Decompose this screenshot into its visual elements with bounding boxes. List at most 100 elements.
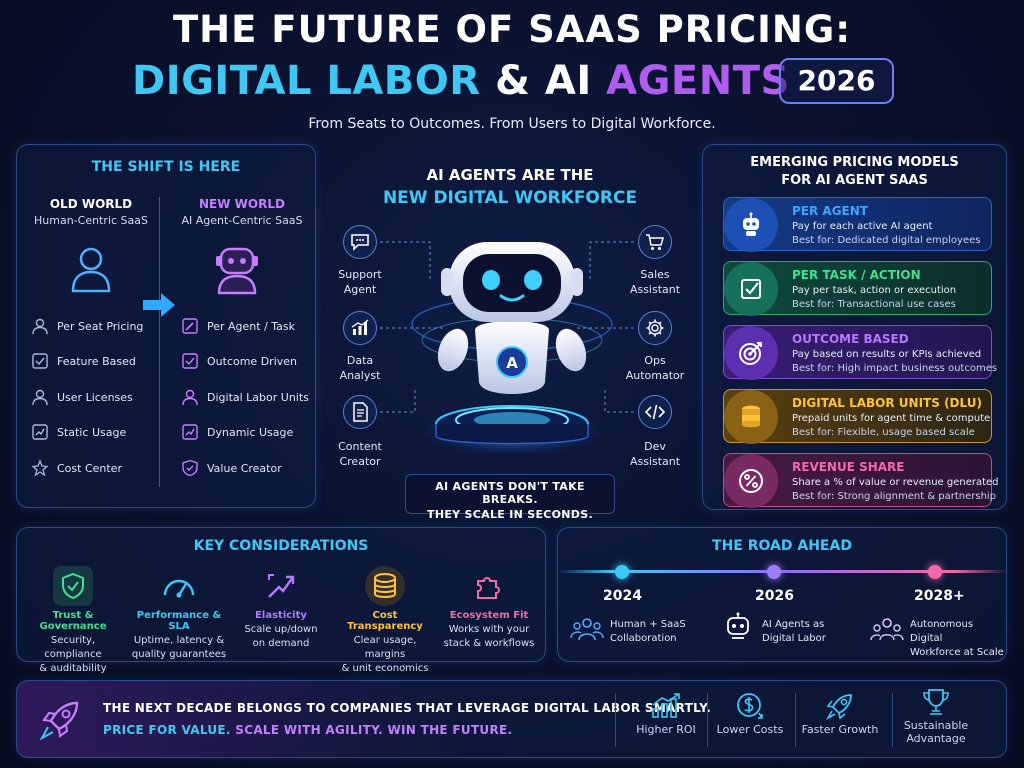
gear-icon [646,319,664,337]
sales-assistant-icon-wrap [638,225,672,259]
road-ahead-panel: THE ROAD AHEAD 2024 2026 2028+ Human + S… [557,527,1008,662]
model-card-per-agent: PER AGENT Pay for each active AI agent B… [723,197,992,252]
team-icon [570,618,604,641]
milestone-label: Autonomous Digital Workforce at Scale [910,619,1004,658]
growth-chart-icon [652,693,680,718]
page-title: THE FUTURE OF SAAS PRICING: [172,8,852,51]
code-icon [645,404,665,420]
title-agents: AGENTS [606,58,790,104]
old-world-subtitle: Human-Centric SaaS [34,214,148,227]
old-world-item: Feature Based [31,351,136,371]
cart-icon [646,234,664,250]
new-world-item: Digital Labor Units [181,387,309,407]
model-card-dlu: DIGITAL LABOR UNITS (DLU) Prepaid units … [723,389,992,444]
scale-arrows-icon [268,574,295,598]
consideration-item: Elasticity Scale up/down on demand [229,566,333,651]
benefit-item: Sustainable Advantage [893,685,979,745]
document-icon [353,402,368,422]
models-heading-line1: EMERGING PRICING MODELS [750,155,959,170]
model-icon-wrap [724,326,778,380]
agent-label-ops: Ops Automator [625,354,685,382]
new-world-item: Outcome Driven [181,351,297,371]
milestone-year: 2028+ [914,588,965,604]
benefit-divider [795,693,796,747]
model-icon-wrap [724,454,778,508]
dollar-down-icon [737,693,763,719]
ops-automator-icon-wrap [638,311,672,345]
tagline-box: AI AGENTS DON'T TAKE BREAKS. THEY SCALE … [405,474,615,521]
title-ampersand: & [495,58,531,104]
consideration-item: Cost Transparency Clear usage, margins & … [333,566,437,676]
model-card-outcome: OUTCOME BASED Pay based on results or KP… [723,325,997,380]
model-icon-wrap [724,198,778,252]
page-subtitle: From Seats to Outcomes. From Users to Di… [308,116,716,132]
support-agent-icon-wrap [343,225,377,259]
timeline-dot-2024 [615,565,629,579]
robot-icon [216,247,258,295]
timeline-line [558,570,1008,573]
dev-assistant-icon-wrap [638,395,672,429]
benefit-item: Lower Costs [707,689,793,736]
network-icon [870,618,904,641]
road-heading: THE ROAD AHEAD [712,538,852,554]
footer-statement: THE NEXT DECADE BELONGS TO COMPANIES THA… [103,701,712,715]
person-icon [32,389,48,406]
old-world-item: Per Seat Pricing [31,316,143,336]
tagline-line2: THEY SCALE IN SECONDS. [427,508,593,521]
timeline-dot-2026 [767,565,781,579]
robot-chest-badge: A [506,354,518,372]
considerations-heading: KEY CONSIDERATIONS [193,538,369,554]
rocket-icon [825,694,852,721]
benefit-item: Faster Growth [797,689,883,736]
benefit-divider [892,693,893,747]
bar-chart-icon [351,319,369,335]
old-world-title: OLD WORLD [49,197,133,211]
shift-panel: THE SHIFT IS HERE OLD WORLD Human-Centri… [16,144,316,508]
agent-label-content: Content Creator [338,440,382,468]
benefit-divider [615,693,616,747]
coins-icon [374,573,396,598]
milestone-year: 2024 [603,588,642,604]
star-icon [31,459,49,477]
new-world-subtitle: AI Agent-Centric SaaS [181,214,303,227]
model-icon-wrap [724,390,778,444]
rocket-icon [39,701,79,741]
agent-label-sales: Sales Assistant [629,268,681,296]
shield-icon [62,572,84,600]
robot-illustration: A [411,242,613,456]
milestone-label: AI Agents as Digital Labor [762,619,826,644]
center-heading-line1: AI AGENTS ARE THE [426,166,594,184]
gauge-icon [163,579,195,598]
milestone-year: 2026 [755,588,794,604]
person-icon [71,247,111,293]
target-icon [739,342,762,365]
title-digital-labor: DIGITAL LABOR [132,58,481,104]
model-card-revenue-share: REVENUE SHARE Share a % of value or reve… [723,453,999,508]
agent-label-data: Data Analyst [339,354,381,382]
checkbox-icon [741,279,761,299]
person-icon [32,318,48,335]
year-badge: 2026 [779,58,894,104]
key-considerations-panel: KEY CONSIDERATIONS Trust & Governance Se… [16,527,546,674]
consideration-item: Ecosystem Fit Works with your stack & wor… [437,566,541,651]
tagline-line1: AI AGENTS DON'T TAKE BREAKS. [435,480,585,506]
coins-icon [742,405,760,428]
title-ai: AI [544,58,592,104]
shift-heading: THE SHIFT IS HERE [91,159,241,175]
content-creator-icon-wrap [343,395,377,429]
data-analyst-icon-wrap [343,311,377,345]
model-icon-wrap [724,262,778,316]
new-world-title: NEW WORLD [199,197,285,211]
robot-icon [743,212,759,236]
pricing-models-panel: EMERGING PRICING MODELS FOR AI AGENT SAA… [702,144,1007,510]
old-world-item: User Licenses [31,387,133,407]
person-icon [182,389,198,406]
timeline-dot-2028 [928,565,942,579]
consideration-item: Performance & SLA Uptime, latency & quali… [127,566,231,662]
benefit-divider [707,693,708,747]
puzzle-icon [477,577,500,599]
checkbox-icon [32,353,48,369]
arrow-right-icon [143,293,175,317]
models-heading-line2: FOR AI AGENT SAAS [781,173,928,188]
old-world-item: Cost Center [31,458,122,478]
